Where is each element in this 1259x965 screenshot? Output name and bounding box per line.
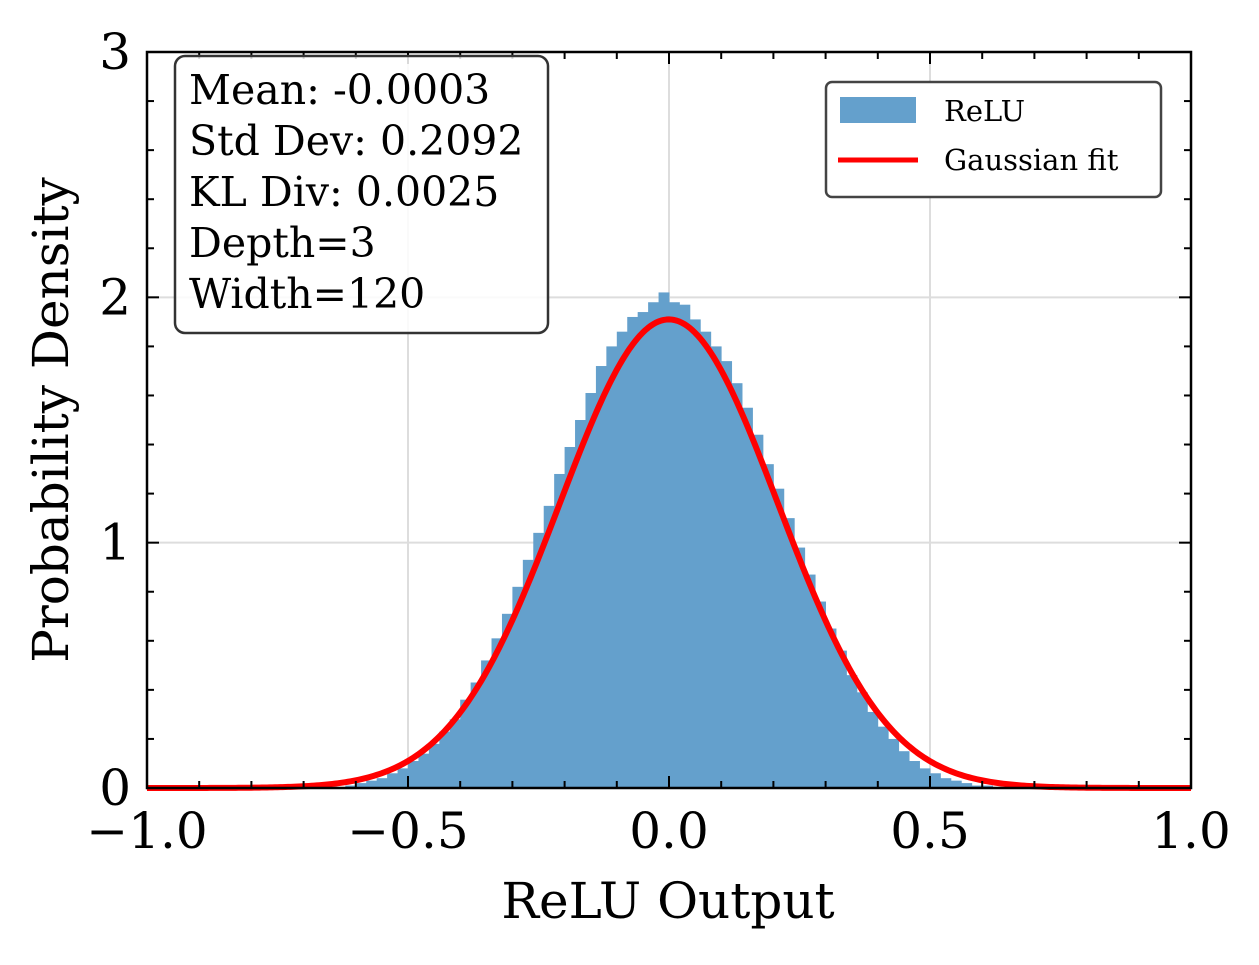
stats-depth: Depth=3 [189, 219, 376, 267]
histogram-bar [710, 346, 722, 788]
tick-labels: −1.0 −0.5 0.0 0.5 1.0 0 1 2 3 [86, 23, 1230, 860]
histogram-bar [564, 446, 576, 788]
histogram-bar [930, 773, 941, 788]
histogram-bar [877, 726, 889, 788]
histogram-bar [491, 638, 503, 788]
histogram-bar [836, 650, 847, 788]
x-tick-label: −1.0 [86, 802, 207, 860]
histogram-bar [355, 783, 367, 788]
histogram-bar [606, 346, 618, 788]
gaussian-fit [146, 316, 1192, 791]
histogram-bar [762, 464, 774, 788]
histogram-bar [627, 316, 639, 788]
x-axis-label: ReLU Output [501, 872, 834, 930]
y-tick-label: 2 [99, 268, 131, 326]
stats-std-dev: Std Dev: 0.2092 [189, 117, 523, 165]
plot-frame [145, 50, 1193, 790]
histogram-bar [418, 753, 430, 788]
histogram-bar [648, 302, 659, 788]
axes [145, 50, 1193, 790]
gaussian-fit-line [146, 316, 1192, 791]
stats-kl-div: KL Div: 0.0025 [189, 168, 499, 216]
histogram-bar [961, 783, 973, 788]
histogram-bar [752, 434, 764, 788]
legend-relu-swatch [840, 97, 916, 123]
y-tick-label: 1 [99, 514, 131, 572]
histogram-bar [376, 778, 388, 788]
histogram-bar [585, 393, 597, 788]
histogram-bar [543, 505, 555, 788]
histogram-bar [888, 738, 900, 788]
y-axis-label: Probability Density [22, 176, 80, 662]
histogram-bar [773, 488, 785, 788]
stats-box-frame [173, 54, 550, 335]
histogram-bar [909, 761, 920, 788]
histogram-bar [669, 302, 680, 788]
histogram-bar [595, 366, 607, 788]
histogram-bar [919, 768, 931, 788]
histogram-bar [366, 780, 378, 788]
histogram-bar [637, 312, 649, 788]
histogram-bar [731, 383, 743, 788]
histogram-bar [460, 699, 472, 788]
legend: ReLU Gaussian fit [824, 80, 1163, 199]
x-tick-label: −0.5 [347, 802, 468, 860]
histogram-bar [470, 682, 482, 788]
histogram-bar [397, 768, 409, 788]
legend-relu-label: ReLU [944, 94, 1025, 128]
legend-gaussian-label: Gaussian fit [944, 143, 1119, 177]
histogram-bar [554, 473, 565, 788]
histogram-bar [658, 292, 670, 788]
histogram-bar [846, 675, 858, 788]
x-tick-label: 0.0 [629, 802, 709, 860]
histogram-bar [408, 761, 419, 788]
x-tick-label: 0.5 [890, 802, 970, 860]
histogram-bar [481, 660, 492, 788]
histogram-bar [783, 518, 795, 788]
histogram-bar [867, 711, 879, 788]
histogram-bar [679, 304, 691, 788]
histogram-bar [794, 547, 806, 788]
stats-width: Width=120 [189, 270, 425, 318]
histogram-bar [533, 532, 545, 788]
histogram-bar [815, 601, 826, 788]
histogram-bar [501, 613, 513, 788]
y-tick-label: 0 [99, 759, 131, 817]
histogram-bar [428, 743, 440, 788]
histogram-bar [825, 628, 837, 788]
stats-box: Mean: -0.0003 Std Dev: 0.2092 KL Div: 0.… [173, 54, 550, 335]
histogram-bar [700, 331, 712, 788]
histogram-bar [940, 778, 952, 788]
histogram-bar [804, 574, 816, 788]
histogram-bar [721, 361, 733, 788]
histogram-bar [512, 586, 524, 788]
histogram-bar [522, 559, 534, 788]
histogram-bar [898, 751, 910, 788]
x-tick-label: 1.0 [1151, 802, 1231, 860]
histogram-bars [345, 292, 994, 788]
histogram-bar [449, 719, 461, 788]
histogram-bar [950, 780, 962, 788]
histogram-bar [742, 407, 753, 788]
stats-mean: Mean: -0.0003 [189, 66, 490, 114]
histogram-bar [689, 319, 701, 788]
y-tick-label: 3 [99, 23, 131, 81]
histogram-bar [439, 731, 451, 788]
histogram-bar [575, 420, 586, 788]
histogram-bar [616, 331, 628, 788]
histogram-bar [856, 692, 868, 788]
histogram-bar [387, 773, 398, 788]
